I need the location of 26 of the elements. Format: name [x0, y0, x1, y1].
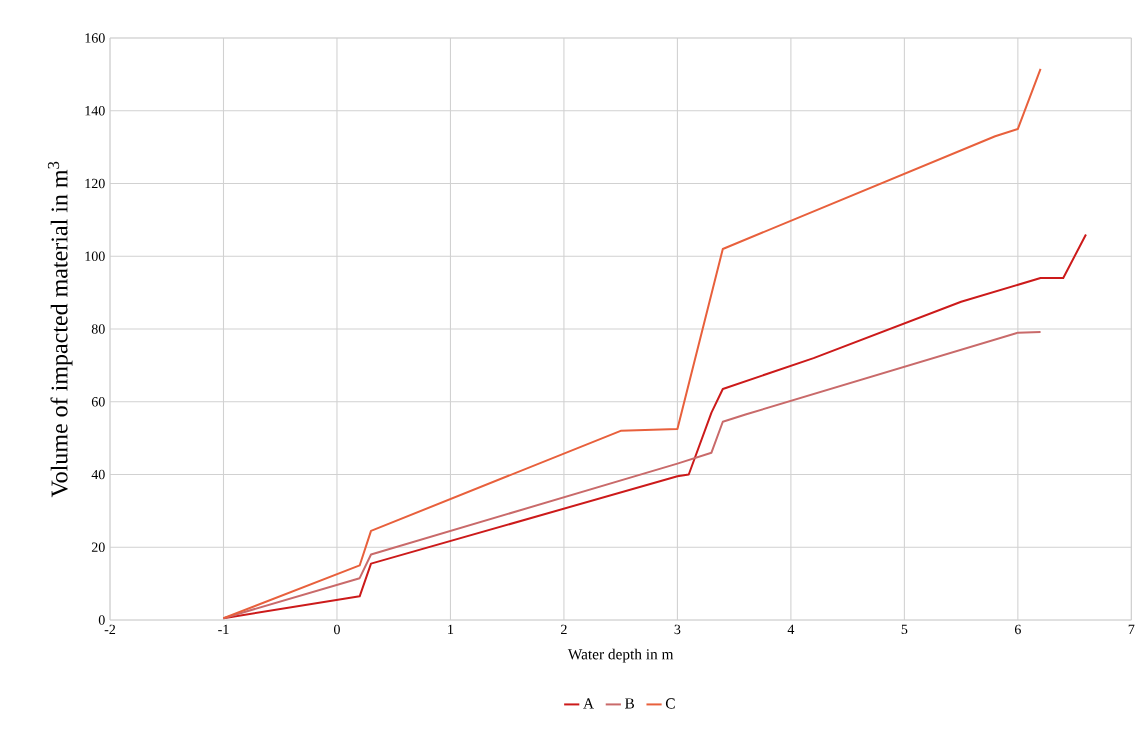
x-tick-label: 7 — [1128, 624, 1135, 634]
x-tick-label: 1 — [448, 624, 454, 634]
y-tick-label: 120 — [85, 178, 105, 189]
y-axis-title: Volume of impacted material in m$^{3}$ — [47, 161, 73, 498]
x-tick-label: 3 — [674, 624, 681, 635]
y-tick-label: 40 — [91, 469, 105, 480]
x-tick-label: 6 — [1014, 624, 1021, 635]
x-tick-label: -1 — [218, 624, 229, 634]
legend-label: B — [625, 698, 635, 709]
y-tick-label: 140 — [85, 106, 105, 116]
y-tick-label: 0 — [98, 615, 105, 625]
y-tick-label: 20 — [91, 542, 105, 552]
y-tick-label: 60 — [91, 397, 105, 407]
y-tick-label: 100 — [85, 251, 105, 261]
x-tick-label: 0 — [333, 624, 340, 635]
y-tick-label: 160 — [85, 33, 105, 43]
y-tick-label: 80 — [91, 324, 105, 334]
x-axis-title: Water depth in m — [567, 648, 674, 663]
line-series — [222, 67, 1042, 620]
x-tick-label: 5 — [901, 624, 908, 635]
x-tick-label: 4 — [787, 624, 795, 634]
x-tick-label: 2 — [561, 624, 567, 634]
line-series — [222, 330, 1042, 620]
legend-label: A — [583, 698, 594, 709]
legend-label: C — [665, 698, 675, 709]
x-tick-label: -2 — [104, 624, 116, 634]
